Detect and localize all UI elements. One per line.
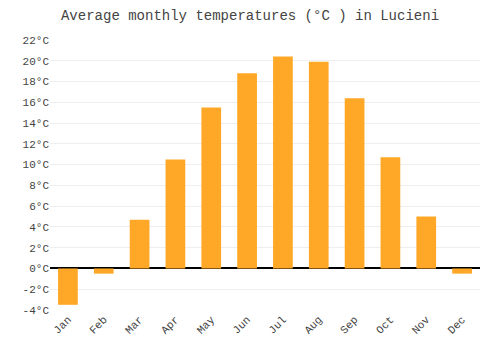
svg-text:Jun: Jun (231, 314, 253, 336)
svg-text:12°C: 12°C (23, 139, 50, 151)
svg-text:Jan: Jan (51, 314, 73, 336)
svg-text:6°C: 6°C (29, 201, 49, 213)
svg-text:16°C: 16°C (23, 97, 50, 109)
svg-text:-2°C: -2°C (23, 284, 50, 296)
svg-text:8°C: 8°C (29, 180, 49, 192)
svg-text:Nov: Nov (410, 314, 433, 337)
svg-text:14°C: 14°C (23, 118, 50, 130)
svg-text:May: May (195, 314, 218, 337)
svg-text:2°C: 2°C (29, 243, 49, 255)
svg-text:Mar: Mar (123, 314, 145, 336)
svg-text:Apr: Apr (159, 314, 181, 336)
svg-text:Sep: Sep (338, 314, 360, 336)
svg-text:22°C: 22°C (23, 35, 50, 47)
svg-text:Dec: Dec (446, 314, 468, 336)
svg-text:-4°C: -4°C (23, 305, 50, 317)
svg-text:20°C: 20°C (23, 56, 50, 68)
svg-text:Aug: Aug (302, 314, 324, 336)
svg-text:10°C: 10°C (23, 159, 50, 171)
svg-text:Feb: Feb (87, 314, 109, 336)
svg-text:0°C: 0°C (29, 263, 49, 275)
svg-text:Oct: Oct (374, 314, 396, 336)
svg-text:Jul: Jul (266, 314, 288, 336)
svg-text:18°C: 18°C (23, 76, 50, 88)
svg-text:Average monthly temperatures (: Average monthly temperatures (°C ) in Lu… (61, 8, 439, 24)
svg-text:4°C: 4°C (29, 222, 49, 234)
